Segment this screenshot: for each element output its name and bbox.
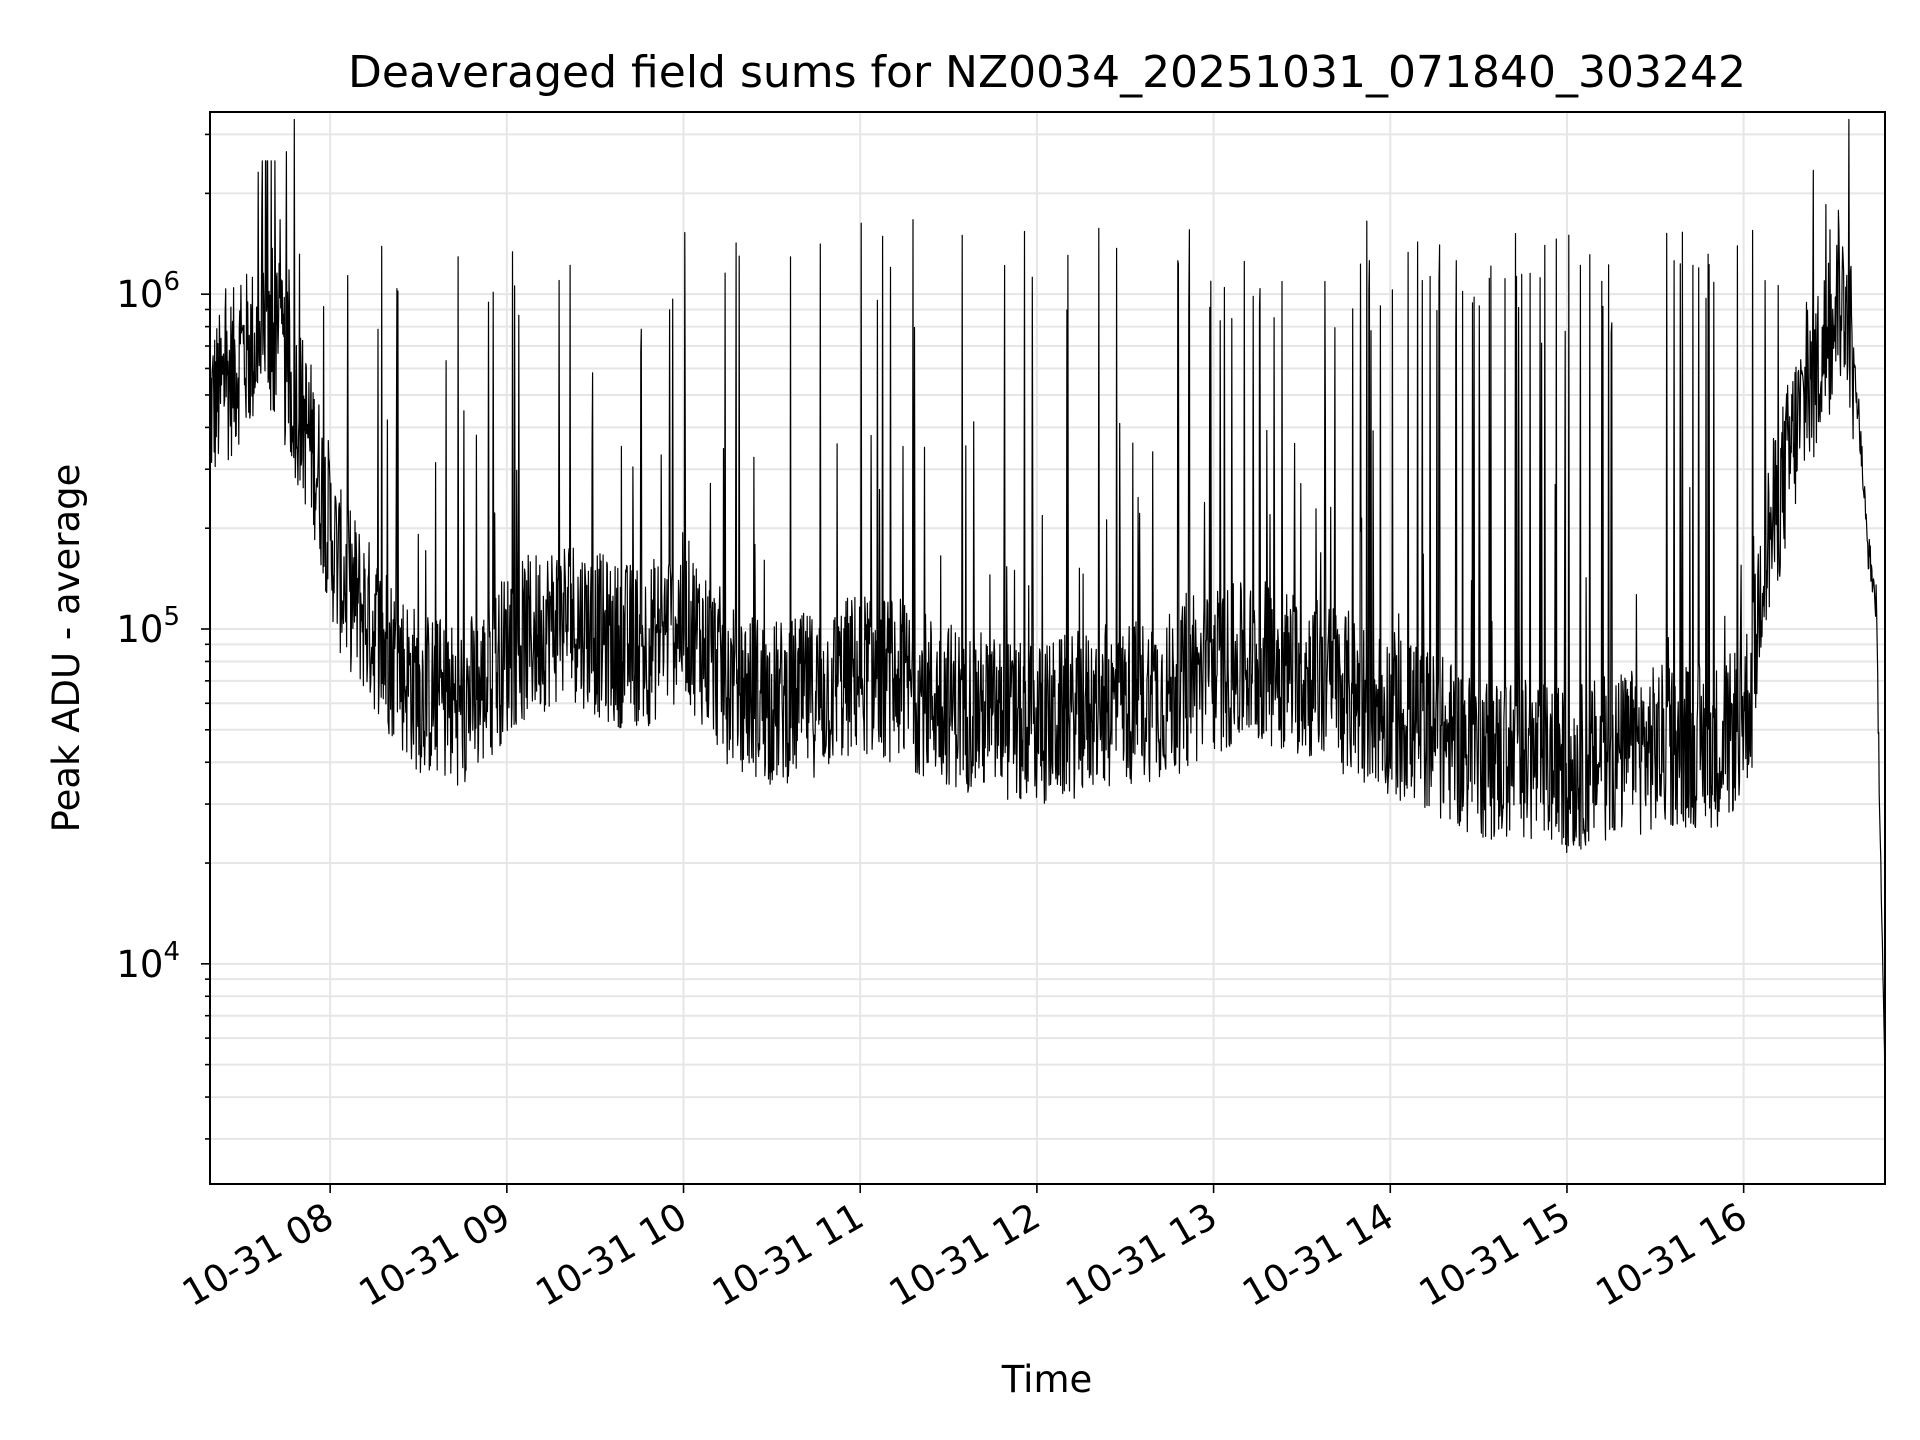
y-tick-label-base: 10 xyxy=(116,273,163,316)
plot-area-frame xyxy=(209,111,1886,1185)
x-axis-label: Time xyxy=(1001,1358,1093,1401)
chart-title: Deaveraged field sums for NZ0034_2025103… xyxy=(348,47,1746,98)
y-tick-label-base: 10 xyxy=(116,608,163,651)
y-axis-label: Peak ADU - average xyxy=(45,464,88,833)
y-tick-label-base: 10 xyxy=(116,943,163,986)
series-line xyxy=(209,118,1886,1111)
y-tick-label-exponent: 4 xyxy=(163,937,180,967)
y-tick-label-exponent: 6 xyxy=(163,267,180,297)
y-tick-label: 104 xyxy=(116,937,180,986)
y-tick-label-exponent: 5 xyxy=(163,602,180,632)
y-tick-label: 105 xyxy=(116,602,180,651)
y-tick-label: 106 xyxy=(116,267,180,316)
